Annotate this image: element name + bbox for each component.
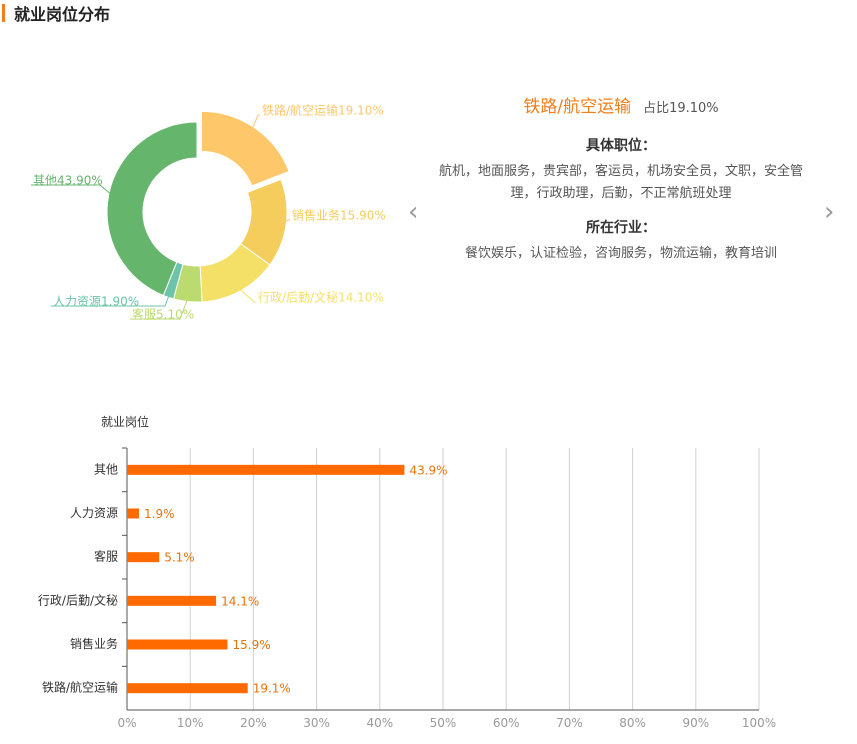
category-label: 铁路/航空运输 (42, 680, 118, 695)
x-tick-label: 100% (742, 716, 776, 730)
y-axis-title: 就业岗位 (101, 414, 149, 429)
chevron-left-icon[interactable]: ‹ (408, 197, 419, 227)
x-tick-label: 0% (117, 716, 136, 730)
x-tick-label: 20% (240, 716, 267, 730)
category-label: 人力资源 (70, 506, 118, 520)
category-label: 销售业务 (70, 636, 118, 651)
donut-leader-line (249, 114, 260, 135)
donut-slice[interactable] (201, 110, 290, 187)
bar-chart: 就业岗位 0% 10% 20% 30% 40% 50% 60% 70% 80% 90% 100% 其他 4… (38, 414, 776, 730)
title-accent-bar (2, 4, 5, 22)
detail-share: 占比19.10% (643, 101, 719, 116)
bar-value-label: 1.9% (144, 507, 175, 521)
category-label: 行政/后勤/文秘 (38, 592, 118, 607)
bar-value-label: 15.9% (232, 638, 270, 652)
category-label: 客服 (94, 549, 118, 564)
donut-chart: 铁路/航空运输19.10% 销售业务15.90% 行政/后勤/文秘14.10% 客服5… (31, 103, 386, 322)
donut-leader-line (130, 297, 189, 320)
bar[interactable] (127, 508, 140, 519)
page-title: 就业岗位分布 (14, 5, 111, 24)
bar[interactable] (127, 639, 228, 650)
x-tick-label: 80% (619, 716, 646, 730)
bar[interactable] (127, 464, 405, 475)
donut-leader-line (237, 287, 256, 303)
donut-slice[interactable] (106, 121, 198, 297)
industries-title: 所在行业： (586, 220, 656, 236)
donut-label: 人力资源1.90% (53, 295, 139, 309)
section-header: 就业岗位分布 (0, 2, 110, 24)
donut-label: 行政/后勤/文秘14.10% (258, 290, 384, 305)
bar-value-label: 19.1% (253, 682, 291, 696)
x-tick-label: 70% (556, 716, 583, 730)
bar[interactable] (127, 595, 217, 606)
bar-value-label: 5.1% (164, 551, 195, 565)
donut-label: 客服5.10% (132, 307, 194, 322)
x-tick-label: 90% (682, 716, 709, 730)
bar[interactable] (127, 552, 160, 563)
bar-value-label: 43.9% (409, 463, 447, 477)
x-tick-label: 50% (430, 716, 457, 730)
donut-label: 其他43.90% (33, 174, 103, 188)
donut-label: 铁路/航空运输19.10% (262, 103, 384, 118)
chevron-right-icon[interactable]: › (824, 197, 835, 227)
industries-text: 餐饮娱乐，认证检验，咨询服务，物流运输，教育培训 (464, 246, 777, 261)
x-tick-label: 60% (493, 716, 520, 730)
detail-panel: 铁路/航空运输 占比19.10% 具体职位： 航机，地面服务，贵宾部，客运员，机… (430, 92, 812, 265)
x-tick-label: 40% (366, 716, 393, 730)
category-label: 其他 (94, 462, 118, 476)
detail-name: 铁路/航空运输 (523, 97, 632, 117)
positions-text: 航机，地面服务，贵宾部，客运员，机场安全员，文职，安全管理，行政助理，后勤，不正… (438, 164, 803, 201)
donut-leader-line (282, 219, 290, 224)
positions-title: 具体职位： (586, 138, 656, 154)
bar-value-label: 14.1% (221, 594, 259, 608)
x-tick-label: 10% (177, 716, 204, 730)
x-tick-label: 30% (303, 716, 330, 730)
donut-leader-line (51, 293, 171, 307)
bar[interactable] (127, 683, 248, 694)
donut-label: 销售业务15.90% (292, 208, 386, 223)
donut-leader-line (31, 184, 113, 197)
